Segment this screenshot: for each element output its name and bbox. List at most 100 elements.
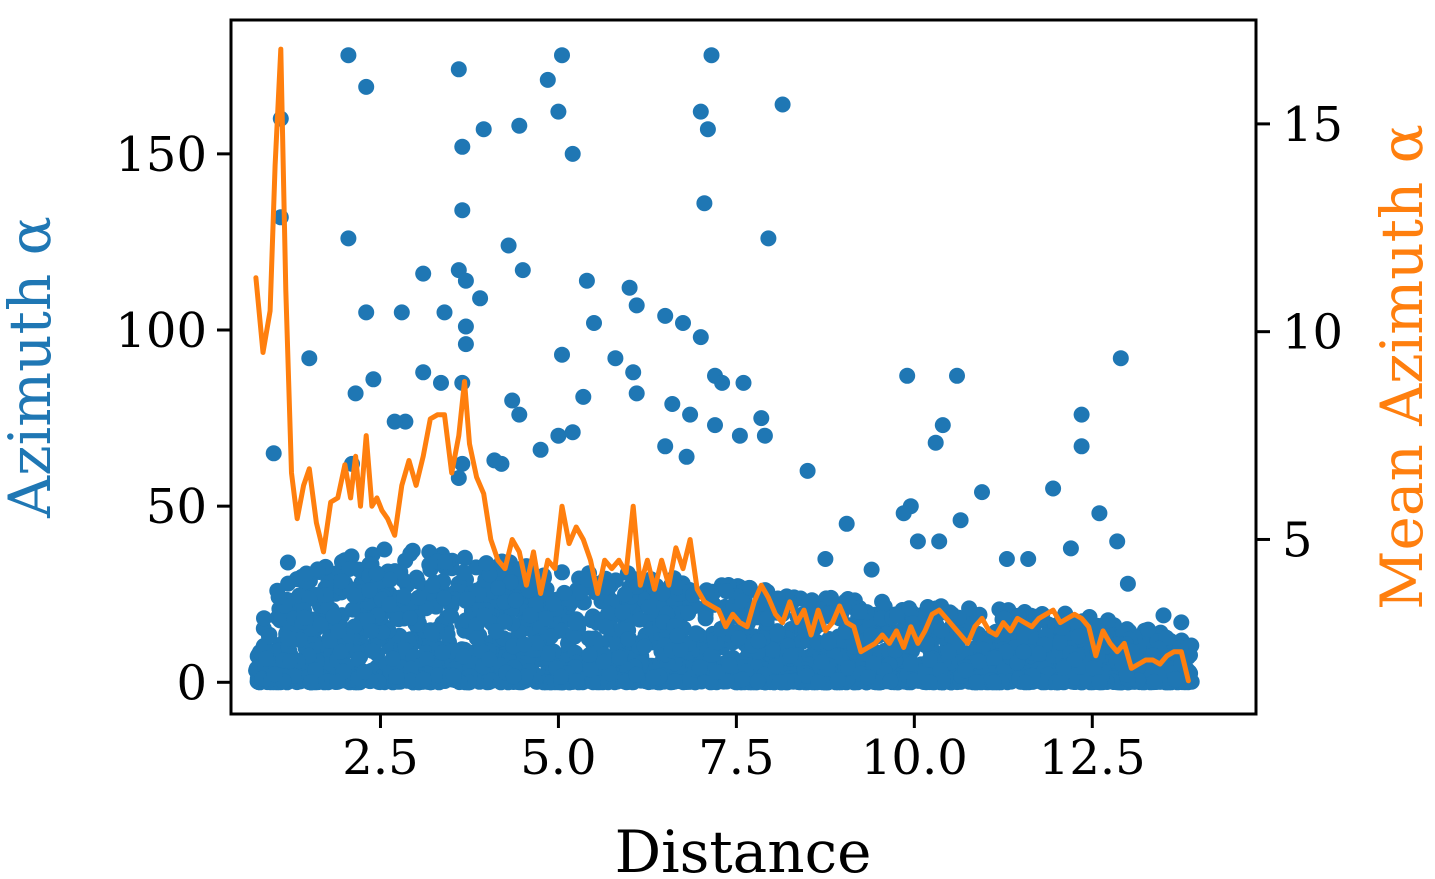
band-point — [882, 673, 899, 689]
band-point — [258, 650, 275, 667]
band-point — [645, 669, 662, 686]
band-point — [889, 607, 905, 624]
band-point — [800, 595, 817, 612]
band-point — [669, 579, 686, 596]
band-point — [859, 669, 876, 686]
scatter-point — [998, 551, 1015, 567]
band-point — [554, 564, 570, 581]
band-point — [402, 660, 419, 677]
band-point — [410, 589, 427, 606]
band-point — [957, 662, 974, 679]
band-point — [688, 625, 704, 642]
band-point — [782, 647, 799, 664]
x-axis: 2.5 5.0 7.5 10.0 12.5 — [342, 714, 1146, 786]
band-point — [1052, 674, 1069, 690]
scatter-point — [1091, 505, 1108, 522]
band-point — [617, 586, 633, 603]
scatter-point — [457, 272, 474, 289]
band-point — [539, 645, 556, 662]
band-point — [261, 628, 277, 645]
band-point — [921, 651, 938, 668]
band-point — [581, 646, 598, 663]
scatter-point — [628, 385, 645, 402]
y-axis-left: 0 50 100 150 — [115, 127, 231, 711]
band-point — [672, 641, 689, 658]
band-point — [436, 590, 452, 606]
scatter-point — [514, 262, 531, 279]
band-point — [568, 673, 585, 690]
band-point — [376, 541, 393, 558]
scatter-point — [714, 374, 731, 391]
scatter-point — [657, 438, 674, 455]
scatter-point — [279, 554, 296, 571]
band-point — [697, 610, 714, 627]
scatter-point — [699, 121, 716, 138]
scatter-point — [799, 462, 816, 479]
scatter-point — [511, 406, 528, 423]
band-point — [734, 671, 751, 688]
band-point — [585, 674, 601, 691]
band-point — [970, 653, 987, 670]
y-right-tick-label: 5 — [1282, 512, 1313, 568]
scatter-point — [682, 406, 699, 423]
band-point — [368, 565, 385, 582]
scatter-point — [657, 307, 674, 324]
band-point — [455, 648, 472, 665]
x-axis-title: Distance — [615, 818, 872, 879]
band-point — [935, 673, 951, 690]
x-tick-label: 7.5 — [698, 730, 774, 786]
scatter-point — [675, 315, 691, 331]
band-point — [750, 633, 767, 650]
band-point — [329, 673, 346, 690]
band-point — [771, 674, 788, 690]
scatter-point — [895, 505, 912, 522]
band-point — [769, 590, 786, 607]
scatter-point — [628, 297, 645, 314]
band-point — [614, 604, 631, 621]
scatter-point — [692, 103, 709, 120]
scatter-point — [760, 230, 777, 247]
band-point — [1016, 628, 1032, 645]
band-point — [487, 623, 504, 640]
scatter-point — [486, 452, 503, 469]
band-point — [291, 631, 308, 648]
band-point — [538, 610, 554, 627]
scatter-point — [454, 202, 471, 219]
scatter-point — [550, 103, 567, 120]
band-point — [628, 666, 645, 683]
band-point — [823, 589, 839, 606]
band-point — [1140, 621, 1157, 638]
band-point — [356, 663, 373, 680]
band-point — [597, 618, 614, 635]
band-point — [810, 674, 827, 691]
plot-frame — [229, 18, 1258, 716]
band-point — [599, 579, 616, 596]
scatter-point — [952, 512, 969, 529]
scatter-point — [457, 336, 474, 353]
y-left-tick-label: 0 — [176, 655, 207, 711]
scatter-point — [664, 396, 681, 412]
scatter-point — [564, 424, 581, 441]
scatter-point — [454, 455, 471, 472]
x-tick-label: 12.5 — [1039, 730, 1146, 786]
scatter-point — [554, 346, 570, 363]
azimuth-scatter-series — [248, 47, 1200, 691]
scatter-point — [415, 265, 432, 282]
band-point — [631, 611, 648, 628]
band-point — [302, 674, 319, 691]
scatter-point — [692, 329, 709, 346]
band-point — [423, 625, 440, 642]
band-point — [330, 623, 347, 640]
scatter-point — [753, 410, 770, 427]
scatter-point — [703, 47, 720, 64]
scatter-point — [450, 61, 467, 78]
scatter-point — [731, 427, 748, 444]
scatter-point — [393, 304, 410, 321]
band-point — [767, 658, 784, 674]
band-point — [341, 561, 358, 577]
scatter-point — [678, 448, 695, 465]
scatter-point — [269, 582, 286, 599]
band-point — [813, 654, 830, 670]
band-point — [455, 564, 472, 581]
scatter-point — [607, 350, 624, 367]
